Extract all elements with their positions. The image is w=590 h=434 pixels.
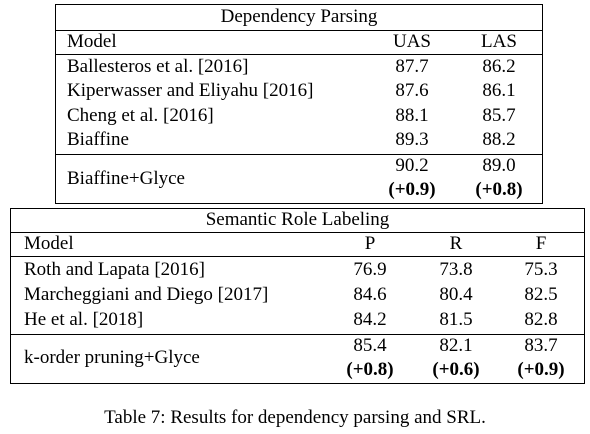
caption: Table 7: Results for dependency parsing … bbox=[104, 407, 486, 428]
header-cell: UAS bbox=[392, 31, 431, 52]
gain-cell: (+0.9) bbox=[388, 179, 436, 200]
cell: Roth and Lapata [2016] bbox=[24, 259, 205, 280]
cell: 90.2 bbox=[395, 155, 429, 176]
header-cell: P bbox=[364, 233, 376, 254]
cell: 83.7 bbox=[524, 335, 558, 356]
cell: 87.6 bbox=[395, 80, 429, 101]
gain-cell: (+0.8) bbox=[475, 179, 523, 200]
header-cell: F bbox=[535, 233, 547, 254]
cell: 82.5 bbox=[524, 284, 558, 305]
cell: 89.3 bbox=[395, 129, 429, 150]
cell: 73.8 bbox=[439, 259, 473, 280]
cell: 89.0 bbox=[482, 155, 516, 176]
cell: 88.1 bbox=[395, 105, 429, 126]
cell: 84.2 bbox=[353, 309, 387, 330]
cell: Cheng et al. [2016] bbox=[67, 105, 214, 126]
cell: 84.6 bbox=[353, 284, 387, 305]
header-cell: R bbox=[449, 233, 463, 254]
rule bbox=[55, 54, 543, 55]
cell: 88.2 bbox=[482, 129, 516, 150]
cell: 85.4 bbox=[353, 335, 387, 356]
cell: 76.9 bbox=[353, 259, 387, 280]
cell: Ballesteros et al. [2016] bbox=[67, 56, 249, 77]
table-border bbox=[55, 4, 543, 204]
rule bbox=[10, 232, 585, 233]
cell: He et al. [2018] bbox=[24, 309, 144, 330]
cell: 81.5 bbox=[439, 309, 473, 330]
cell: 86.2 bbox=[482, 56, 516, 77]
cell: 80.4 bbox=[439, 284, 473, 305]
rule bbox=[10, 334, 585, 335]
cell: Kiperwasser and Eliyahu [2016] bbox=[67, 80, 314, 101]
cell: 82.8 bbox=[524, 309, 558, 330]
header-cell: Model bbox=[24, 233, 74, 254]
header-cell: LAS bbox=[481, 31, 517, 52]
cell: k-order pruning+Glyce bbox=[24, 347, 200, 368]
cell: Biaffine+Glyce bbox=[67, 168, 185, 189]
gain-cell: (+0.8) bbox=[346, 359, 394, 380]
header-cell: Model bbox=[67, 31, 117, 52]
cell: 86.1 bbox=[482, 80, 516, 101]
table-border bbox=[10, 208, 585, 384]
cell: 87.7 bbox=[395, 56, 429, 77]
table-title: Semantic Role Labeling bbox=[205, 209, 390, 230]
cell: Marcheggiani and Diego [2017] bbox=[24, 284, 269, 305]
cell: 82.1 bbox=[439, 335, 473, 356]
table-title: Dependency Parsing bbox=[220, 6, 378, 27]
rule bbox=[10, 256, 585, 257]
gain-cell: (+0.9) bbox=[517, 359, 565, 380]
rule bbox=[55, 154, 543, 155]
cell: Biaffine bbox=[67, 129, 129, 150]
cell: 75.3 bbox=[524, 259, 558, 280]
rule bbox=[55, 30, 543, 31]
cell: 85.7 bbox=[482, 105, 516, 126]
gain-cell: (+0.6) bbox=[432, 359, 480, 380]
